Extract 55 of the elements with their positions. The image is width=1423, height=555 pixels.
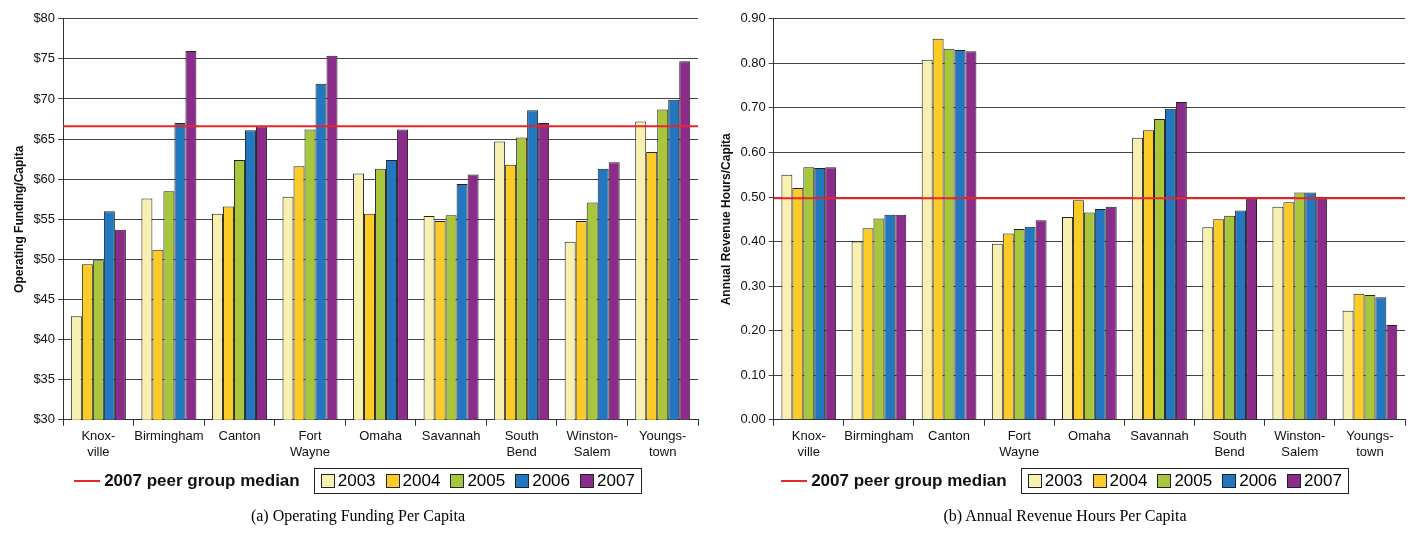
legend-label: 2005 (467, 471, 506, 491)
y-tick-label: $65 (33, 130, 56, 146)
y-axis-title: Annual Revenue Hours/Capita (718, 132, 733, 306)
y-tick-label: $60 (33, 170, 56, 186)
text: (a) Operating Funding Per Capita (249, 507, 467, 525)
text: (b) Annual Revenue Hours Per Capita (942, 507, 1188, 525)
x-tick-label: Omaha (1068, 428, 1112, 444)
x-tick-label: Savannah (1130, 428, 1189, 444)
y-axis-title: Operating Funding/Capita (11, 145, 26, 293)
x-tick-label: Fort Wayne (999, 428, 1040, 459)
x-tick-label: Youngs- town (639, 428, 687, 459)
legend-label: 2007 peer group median (811, 471, 1007, 491)
legend-label: 2006 (532, 471, 571, 491)
legend-label: 2006 (1239, 471, 1278, 491)
y-tick-label: 0.60 (740, 144, 766, 160)
x-tick-label: Knox- ville (81, 428, 116, 459)
y-tick-label: 0.00 (740, 411, 766, 427)
x-tick-label: Winston- Salem (566, 428, 618, 459)
y-tick-label: 0.30 (740, 277, 766, 293)
y-tick-label: $70 (33, 90, 56, 106)
y-tick-label: $30 (33, 411, 56, 427)
x-tick-label: Winston- Salem (1274, 428, 1326, 459)
y-tick-label: $45 (33, 291, 56, 307)
x-tick-label: Canton (928, 428, 971, 444)
legend-label: 2007 (597, 471, 635, 491)
x-tick-label: Birmingham (134, 428, 204, 444)
y-tick-label: 0.20 (740, 322, 766, 338)
y-tick-label: $75 (33, 50, 56, 66)
legend-label: 2004 (1109, 471, 1148, 491)
y-tick-label: 0.40 (740, 233, 766, 249)
y-tick-label: 0.70 (740, 99, 766, 115)
y-tick-label: 0.50 (740, 188, 766, 204)
x-tick-label: Youngs- town (1346, 428, 1394, 459)
x-tick-label: Birmingham (844, 428, 914, 444)
x-tick-label: Savannah (421, 428, 481, 444)
legend-label: 2003 (337, 471, 376, 491)
legend-label: 2007 (1304, 471, 1342, 491)
legend-label: 2003 (1044, 471, 1083, 491)
legend-label: 2004 (402, 471, 441, 491)
x-tick-label: Canton (218, 428, 261, 444)
y-tick-label: 0.80 (740, 54, 766, 70)
y-tick-label: 0.90 (740, 10, 766, 26)
x-tick-label: Omaha (359, 428, 403, 444)
y-tick-label: $35 (33, 371, 56, 387)
y-tick-label: $80 (33, 10, 56, 26)
x-tick-label: South Bend (504, 428, 539, 459)
y-tick-label: $50 (33, 250, 56, 266)
x-tick-label: South Bend (1212, 428, 1247, 459)
y-tick-label: $40 (33, 331, 56, 347)
y-tick-label: 0.10 (740, 366, 766, 382)
legend-label: 2005 (1174, 471, 1213, 491)
legend-label: 2007 peer group median (104, 471, 300, 491)
y-tick-label: $55 (33, 210, 56, 226)
x-tick-label: Knox- ville (791, 428, 826, 459)
x-tick-label: Fort Wayne (290, 428, 330, 459)
